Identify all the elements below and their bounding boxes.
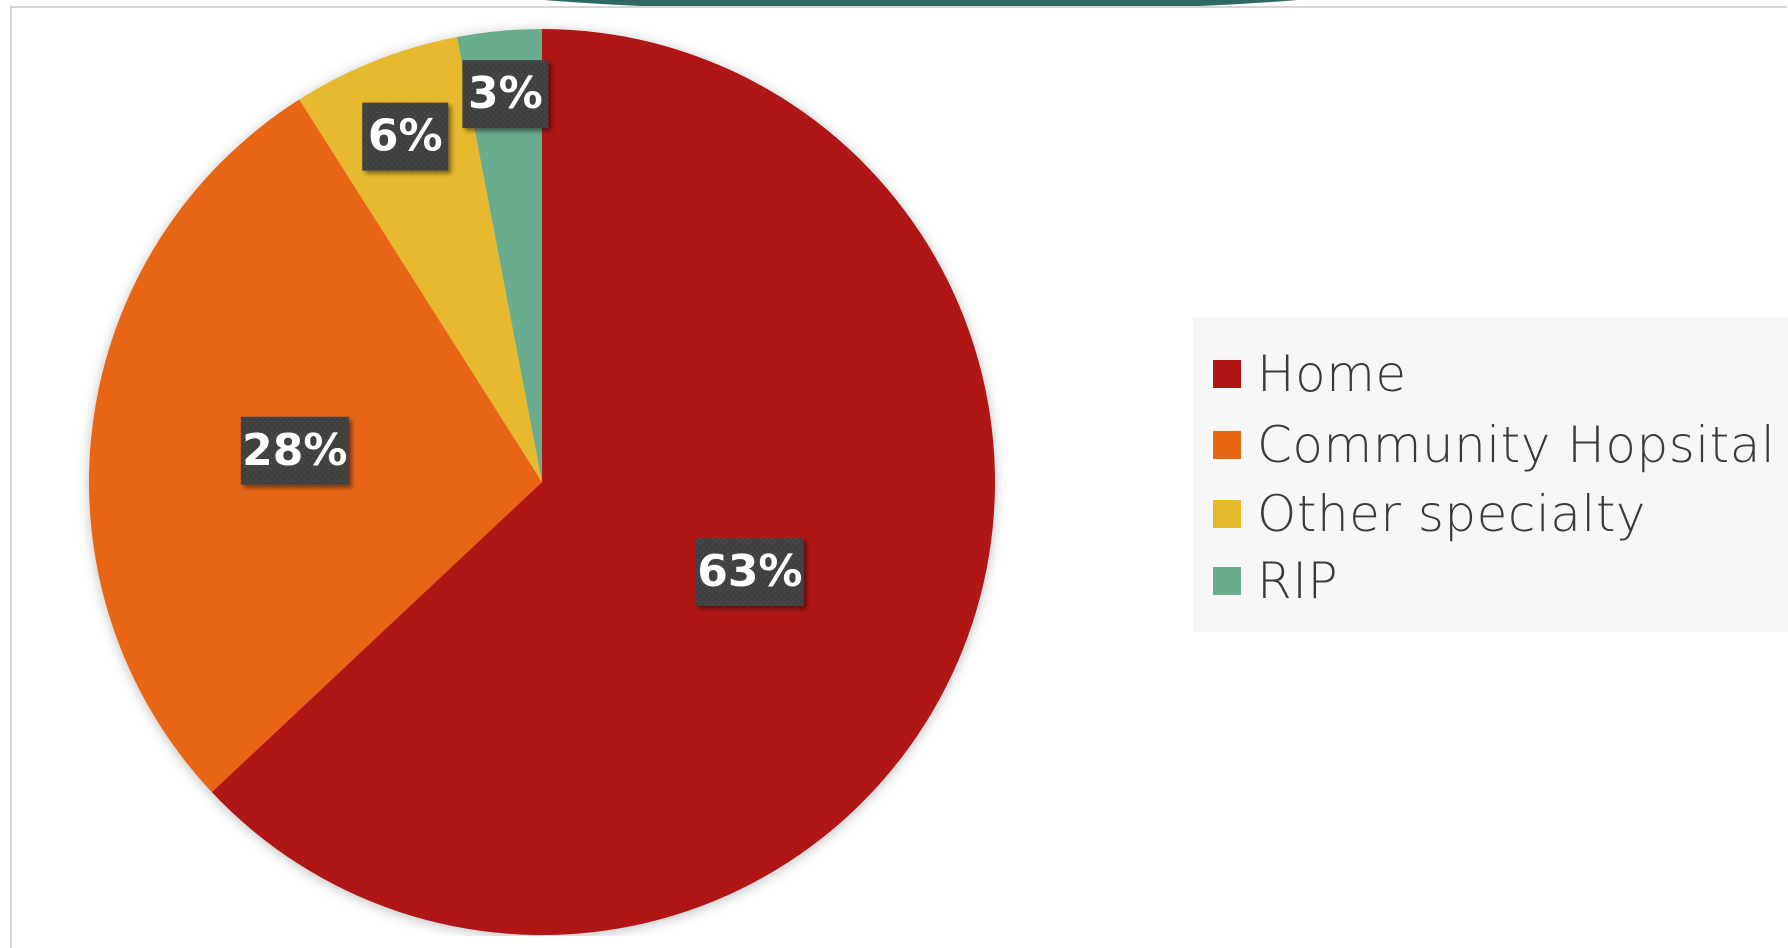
legend-item-other-specialty: Other specialty xyxy=(1213,484,1646,544)
legend-swatch-community-hospital xyxy=(1213,431,1241,459)
data-label-box xyxy=(362,102,449,171)
legend-item-community-hospital: Community Hopsital xyxy=(1213,415,1775,475)
legend-label-community-hospital: Community Hopsital xyxy=(1257,416,1776,474)
data-label-text: 6% xyxy=(368,111,443,162)
pie-data-labels: 63% 28% 6% 3% xyxy=(240,60,804,606)
legend-swatch-home xyxy=(1213,360,1241,388)
pie-slice-home xyxy=(211,29,995,935)
legend-swatch-rip xyxy=(1213,567,1241,595)
legend-label-home: Home xyxy=(1257,345,1407,403)
data-label-text: 28% xyxy=(242,425,347,476)
data-label-box xyxy=(462,60,549,129)
data-label-home: 63% xyxy=(695,537,804,606)
pie-slice-rip xyxy=(457,29,542,482)
data-label-rip: 3% xyxy=(462,60,549,129)
chart-legend: Home Community Hopsital Other specialty … xyxy=(1193,317,1788,632)
data-label-box xyxy=(240,416,349,485)
pie-slices xyxy=(88,29,995,935)
legend-item-rip: RIP xyxy=(1213,551,1338,611)
data-label-other-specialty: 6% xyxy=(362,102,449,171)
data-label-text: 63% xyxy=(697,546,802,597)
legend-label-other-specialty: Other specialty xyxy=(1257,485,1647,543)
data-label-text: 3% xyxy=(468,68,543,119)
data-label-box xyxy=(695,537,804,606)
legend-item-home: Home xyxy=(1213,344,1407,404)
legend-swatch-other-specialty xyxy=(1213,500,1241,528)
pie-slice-other-specialty xyxy=(299,37,542,483)
data-label-community-hopsital: 28% xyxy=(240,416,349,485)
legend-label-rip: RIP xyxy=(1257,552,1339,610)
